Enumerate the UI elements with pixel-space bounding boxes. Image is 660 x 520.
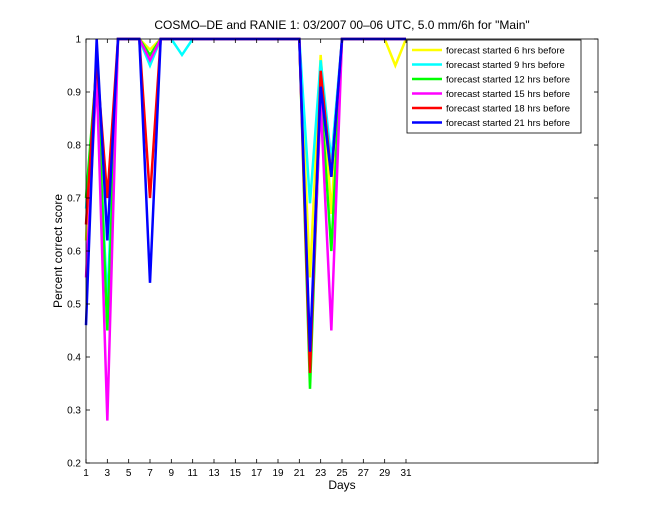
x-tick-label: 7 [147,468,153,479]
legend-label-2: forecast started 9 hrs before [446,60,565,71]
legend-label-4: forecast started 15 hrs before [446,89,570,100]
y-tick-label: 0.8 [67,141,81,152]
x-tick-label: 31 [400,468,412,479]
legend-label-5: forecast started 18 hrs before [446,103,570,114]
legend-label-1: forecast started 6 hrs before [446,45,565,56]
x-tick-label: 13 [208,468,220,479]
legend: forecast started 6 hrs before forecast st… [406,39,582,134]
x-tick-label: 29 [379,468,391,479]
y-tick-label: 0.2 [67,459,81,470]
x-tick-label: 9 [169,468,175,479]
chart-title: COSMO–DE and RANIE 1: 03/2007 00–06 UTC,… [154,18,529,32]
x-tick-label: 27 [358,468,370,479]
x-tick-label: 23 [315,468,327,479]
legend-label-6: forecast started 21 hrs before [446,118,570,129]
x-tick-label: 25 [336,468,348,479]
y-tick-label: 0.5 [67,300,81,311]
x-tick-label: 15 [230,468,242,479]
y-tick-label: 0.3 [67,406,81,417]
x-tick-label: 11 [187,468,198,479]
y-axis-label: Percent correct score [51,194,65,308]
x-tick-label: 1 [83,468,89,479]
x-tick-label: 19 [272,468,284,479]
x-tick-label: 17 [251,468,263,479]
y-tick-label: 0.9 [67,88,81,99]
x-tick-label: 3 [105,468,111,479]
legend-label-3: forecast started 12 hrs before [446,74,570,85]
y-tick-label: 0.6 [67,247,81,258]
legend-box [406,39,582,134]
x-tick-label: 21 [294,468,306,479]
x-axis-label: Days [328,478,355,492]
x-tick-label: 5 [126,468,132,479]
y-tick-label: 1 [75,35,81,46]
y-tick-label: 0.7 [67,194,81,205]
tick-layer: 1 3 5 7 9 11 13 15 17 19 21 23 25 27 29 310.20.30.40.50… [67,35,598,479]
y-tick-label: 0.4 [67,353,81,364]
